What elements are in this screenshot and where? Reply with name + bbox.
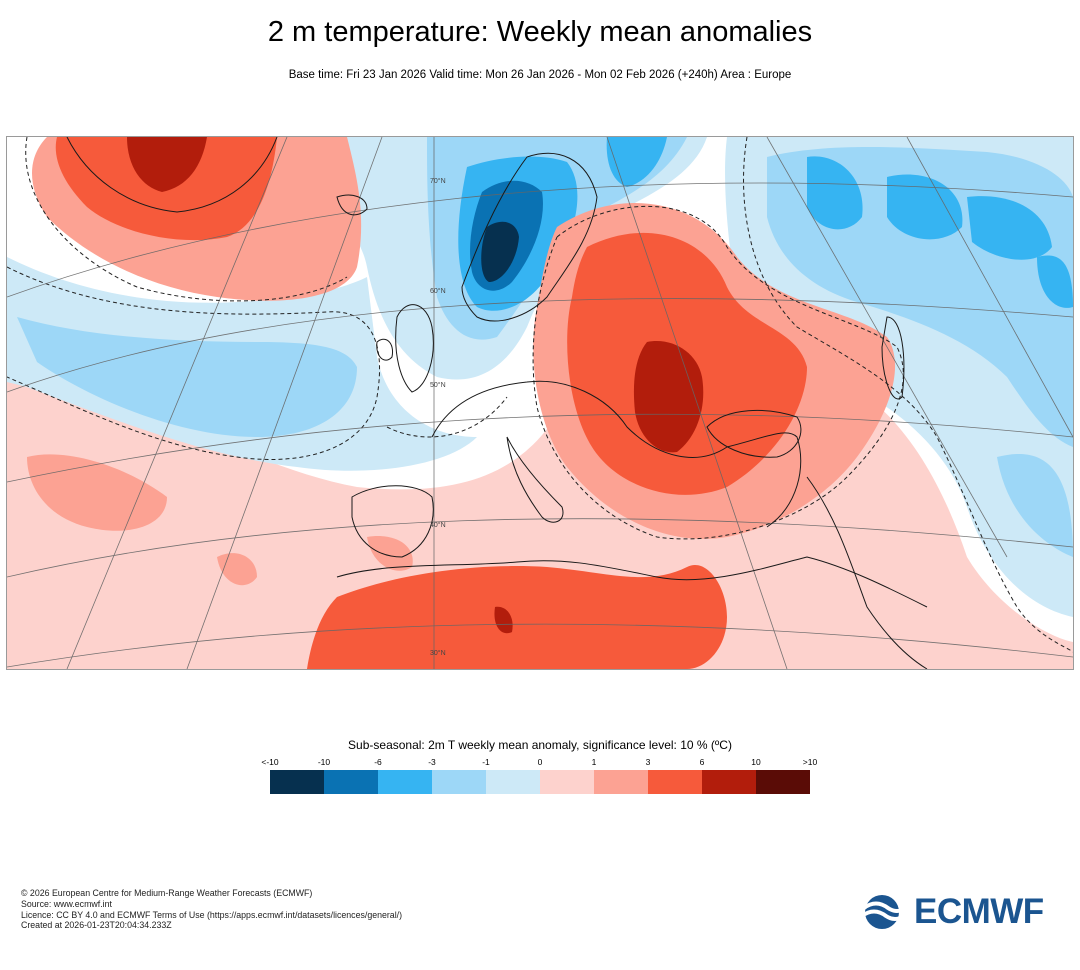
anomaly-zone-very-warm-balkans <box>633 341 704 453</box>
legend-tick: >10 <box>802 757 818 767</box>
legend-tick: 10 <box>751 757 761 767</box>
coastline-black-sea <box>706 409 802 458</box>
graticule-label-40n: 40°N <box>430 521 446 529</box>
graticule-label-70n: 70°N <box>430 177 446 185</box>
legend-swatch <box>324 770 378 794</box>
chart-subtitle: Base time: Fri 23 Jan 2026 Valid time: M… <box>288 69 792 81</box>
legend-swatch <box>270 770 324 794</box>
legend-tick: <-10 <box>261 757 279 767</box>
coastline-middle-east <box>806 476 928 669</box>
coastline-caspian <box>881 316 905 400</box>
legend-title: Sub-seasonal: 2m T weekly mean anomaly, … <box>348 738 732 752</box>
coastline-scandinavia <box>461 152 598 322</box>
legend-tick: -3 <box>428 757 436 767</box>
graticule-label-50n: 50°N <box>430 381 446 389</box>
graticule-label-30n: 30°N <box>430 649 446 657</box>
coastline-british-isles <box>395 304 434 393</box>
legend-tick: -6 <box>374 757 382 767</box>
footer-copyright: © 2026 European Centre for Medium-Range … <box>21 888 313 898</box>
coastline-iberia <box>351 485 434 558</box>
coastline-italy <box>506 436 564 523</box>
anomaly-map: 70°N 60°N 50°N 40°N 30°N <box>6 136 1074 670</box>
ecmwf-logo: ECMWF <box>858 890 1063 934</box>
chart-title: 2 m temperature: Weekly mean anomalies <box>267 16 813 48</box>
footer-source: Source: www.ecmwf.int <box>21 898 112 909</box>
ecmwf-logo-icon <box>860 895 908 929</box>
legend-ticks: <-10 -10 -6 -3 -1 0 1 3 6 10 >10 <box>261 757 822 769</box>
legend-swatch <box>540 770 594 794</box>
legend-colorbar <box>270 770 810 794</box>
anomaly-zone-cool-atlantic-core <box>17 317 357 437</box>
legend-tick: -10 <box>317 757 331 767</box>
coastline-continent <box>431 380 802 528</box>
coastline-iceland <box>336 194 368 216</box>
anomaly-zone-warm-north-africa <box>307 565 727 669</box>
footer-created: Created at 2026-01-23T20:04:34.233Z <box>21 920 172 931</box>
legend-swatch <box>702 770 756 794</box>
legend-tick: -1 <box>482 757 490 767</box>
legend-tick: 1 <box>591 757 597 767</box>
legend-tick: 3 <box>645 757 651 767</box>
legend-tick: 0 <box>537 757 543 767</box>
anomaly-map-canvas: 70°N 60°N 50°N 40°N 30°N <box>7 137 1073 669</box>
legend-swatch <box>486 770 540 794</box>
legend-swatch <box>594 770 648 794</box>
legend-swatch <box>378 770 432 794</box>
ecmwf-logo-text: ECMWF <box>914 892 1044 931</box>
legend-swatch <box>432 770 486 794</box>
coastline-north-africa <box>336 556 928 608</box>
legend-swatch <box>756 770 810 794</box>
legend-swatch <box>648 770 702 794</box>
graticule-label-60n: 60°N <box>430 287 446 295</box>
legend-tick: 6 <box>699 757 705 767</box>
coastline-greenland <box>66 137 278 213</box>
footer-credits: © 2026 European Centre for Medium-Range … <box>21 888 402 931</box>
footer-licence: Licence: CC BY 4.0 and ECMWF Terms of Us… <box>21 909 403 920</box>
